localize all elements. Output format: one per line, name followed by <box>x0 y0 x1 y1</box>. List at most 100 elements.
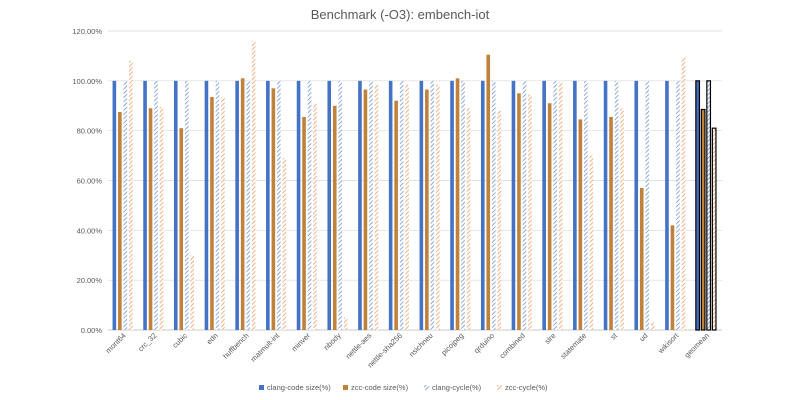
clang-cycle-bar <box>491 80 496 330</box>
x-tick-label: statemate <box>559 331 589 361</box>
clang-code-size-bar <box>419 80 424 330</box>
clang-code-size-bar <box>388 80 393 330</box>
clang-cycle-bar <box>215 80 220 330</box>
clang-code-size-bar <box>695 80 701 331</box>
zcc-code-size-bar <box>670 225 675 330</box>
zcc-cycle-bar <box>129 60 133 331</box>
clang-cycle-bar <box>553 80 557 330</box>
x-tick-label: huffbench <box>221 331 251 361</box>
legend-label: clang-cycle(%) <box>432 383 482 392</box>
clang-code-size-bar <box>511 80 516 330</box>
clang-code-size-bar <box>173 80 178 330</box>
y-tick-label: 80.00% <box>77 127 103 136</box>
zcc-cycle-bar <box>620 108 624 330</box>
zcc-cycle-bar <box>558 82 563 331</box>
x-tick-label: edn <box>205 331 220 346</box>
legend-swatch <box>259 385 264 390</box>
clang-cycle-bar <box>338 80 343 330</box>
zcc-code-size-bar <box>118 111 122 331</box>
zcc-code-size-bar <box>394 100 398 331</box>
clang-cycle-bar <box>399 80 404 330</box>
x-axis-labels: mont64 crc_32 cubic edn huffbenchmatmult-int… <box>104 330 711 369</box>
zcc-code-size-bar <box>148 108 153 330</box>
x-tick-label: mont64 <box>104 331 128 355</box>
clang-code-size-bar <box>450 80 454 330</box>
x-tick-label: ud <box>637 331 649 343</box>
clang-code-size-bar <box>235 80 239 330</box>
zcc-cycle-bar <box>313 103 317 330</box>
y-tick-label: 60.00% <box>77 177 103 186</box>
x-tick-label: minver <box>290 331 313 354</box>
clang-code-size-bar <box>634 80 639 330</box>
y-tick-label: 20.00% <box>77 276 103 285</box>
clang-code-size-bar <box>480 80 485 330</box>
clang-cycle-bar <box>676 80 680 330</box>
legend-swatch <box>343 385 348 390</box>
clang-code-size-bar <box>204 80 209 330</box>
x-tick-label: slre <box>543 331 558 346</box>
clang-cycle-bar <box>522 80 527 330</box>
legend-swatch <box>424 385 429 390</box>
clang-cycle-bar <box>246 80 250 330</box>
y-tick-label: 0.00% <box>81 326 103 335</box>
zcc-code-size-bar <box>332 105 337 330</box>
clang-cycle-bar <box>645 80 650 330</box>
clang-code-size-bar <box>112 80 117 330</box>
zcc-cycle-bar <box>282 158 287 330</box>
x-tick-label: wikisort <box>656 330 681 355</box>
x-tick-label: qrduino <box>472 331 496 355</box>
chart-title: Benchmark (-O3): embench-iot <box>311 7 490 22</box>
x-tick-label: geomean <box>683 331 711 359</box>
x-tick-label: matmult-int <box>249 330 282 363</box>
legend-label: clang-code size(%) <box>267 383 331 392</box>
clang-code-size-bar <box>143 80 147 330</box>
zcc-code-size-bar <box>210 97 214 330</box>
clang-code-size-bar <box>665 80 669 330</box>
clang-code-size-bar <box>573 80 577 330</box>
clang-cycle-bar <box>584 80 588 330</box>
zcc-cycle-bar <box>497 110 502 330</box>
clang-cycle-bar <box>461 80 465 330</box>
zcc-cycle-bar <box>711 127 717 331</box>
x-tick-label: combined <box>497 331 526 360</box>
clang-cycle-bar <box>123 80 128 330</box>
zcc-cycle-bar <box>159 106 164 330</box>
y-axis-ticks: 0.00% 20.00% 40.00% 60.00% 80.00% 100.00% 120.… <box>72 27 102 335</box>
zcc-code-size-bar <box>700 108 706 331</box>
y-tick-label: 40.00% <box>77 226 103 235</box>
zcc-cycle-bar <box>374 84 379 330</box>
zcc-cycle-bar <box>681 57 686 330</box>
zcc-code-size-bar <box>179 128 184 330</box>
x-tick-label: nbody <box>322 331 343 352</box>
zcc-cycle-bar <box>221 97 225 330</box>
clang-code-size-bar <box>296 80 301 330</box>
clang-code-size-bar <box>266 80 270 330</box>
legend-swatch <box>497 385 502 390</box>
zcc-code-size-bar <box>517 93 521 331</box>
x-tick-label: nettle-aes <box>344 331 374 361</box>
clang-code-size-bar <box>327 80 332 330</box>
zcc-cycle-bar <box>650 322 655 330</box>
zcc-cycle-bar <box>589 155 594 330</box>
y-tick-label: 100.00% <box>72 77 102 86</box>
clang-cycle-bar <box>430 80 435 330</box>
zcc-code-size-bar <box>363 89 368 330</box>
zcc-cycle-bar <box>190 255 195 330</box>
clang-code-size-bar <box>603 80 608 330</box>
bars <box>112 40 717 331</box>
clang-cycle-bar <box>614 80 619 330</box>
clang-cycle-bar <box>307 80 312 330</box>
clang-cycle-bar <box>706 80 712 331</box>
zcc-code-size-bar <box>486 54 491 330</box>
zcc-cycle-bar <box>436 84 440 330</box>
zcc-cycle-bar <box>528 94 532 330</box>
clang-cycle-bar <box>154 80 158 330</box>
clang-cycle-bar <box>277 80 281 330</box>
zcc-code-size-bar <box>547 103 552 330</box>
zcc-cycle-bar <box>251 40 256 330</box>
zcc-code-size-bar <box>639 187 644 330</box>
legend: clang-code size(%) zcc-code size(%) clang-… <box>259 383 548 392</box>
zcc-code-size-bar <box>240 78 245 330</box>
zcc-code-size-bar <box>302 116 306 331</box>
